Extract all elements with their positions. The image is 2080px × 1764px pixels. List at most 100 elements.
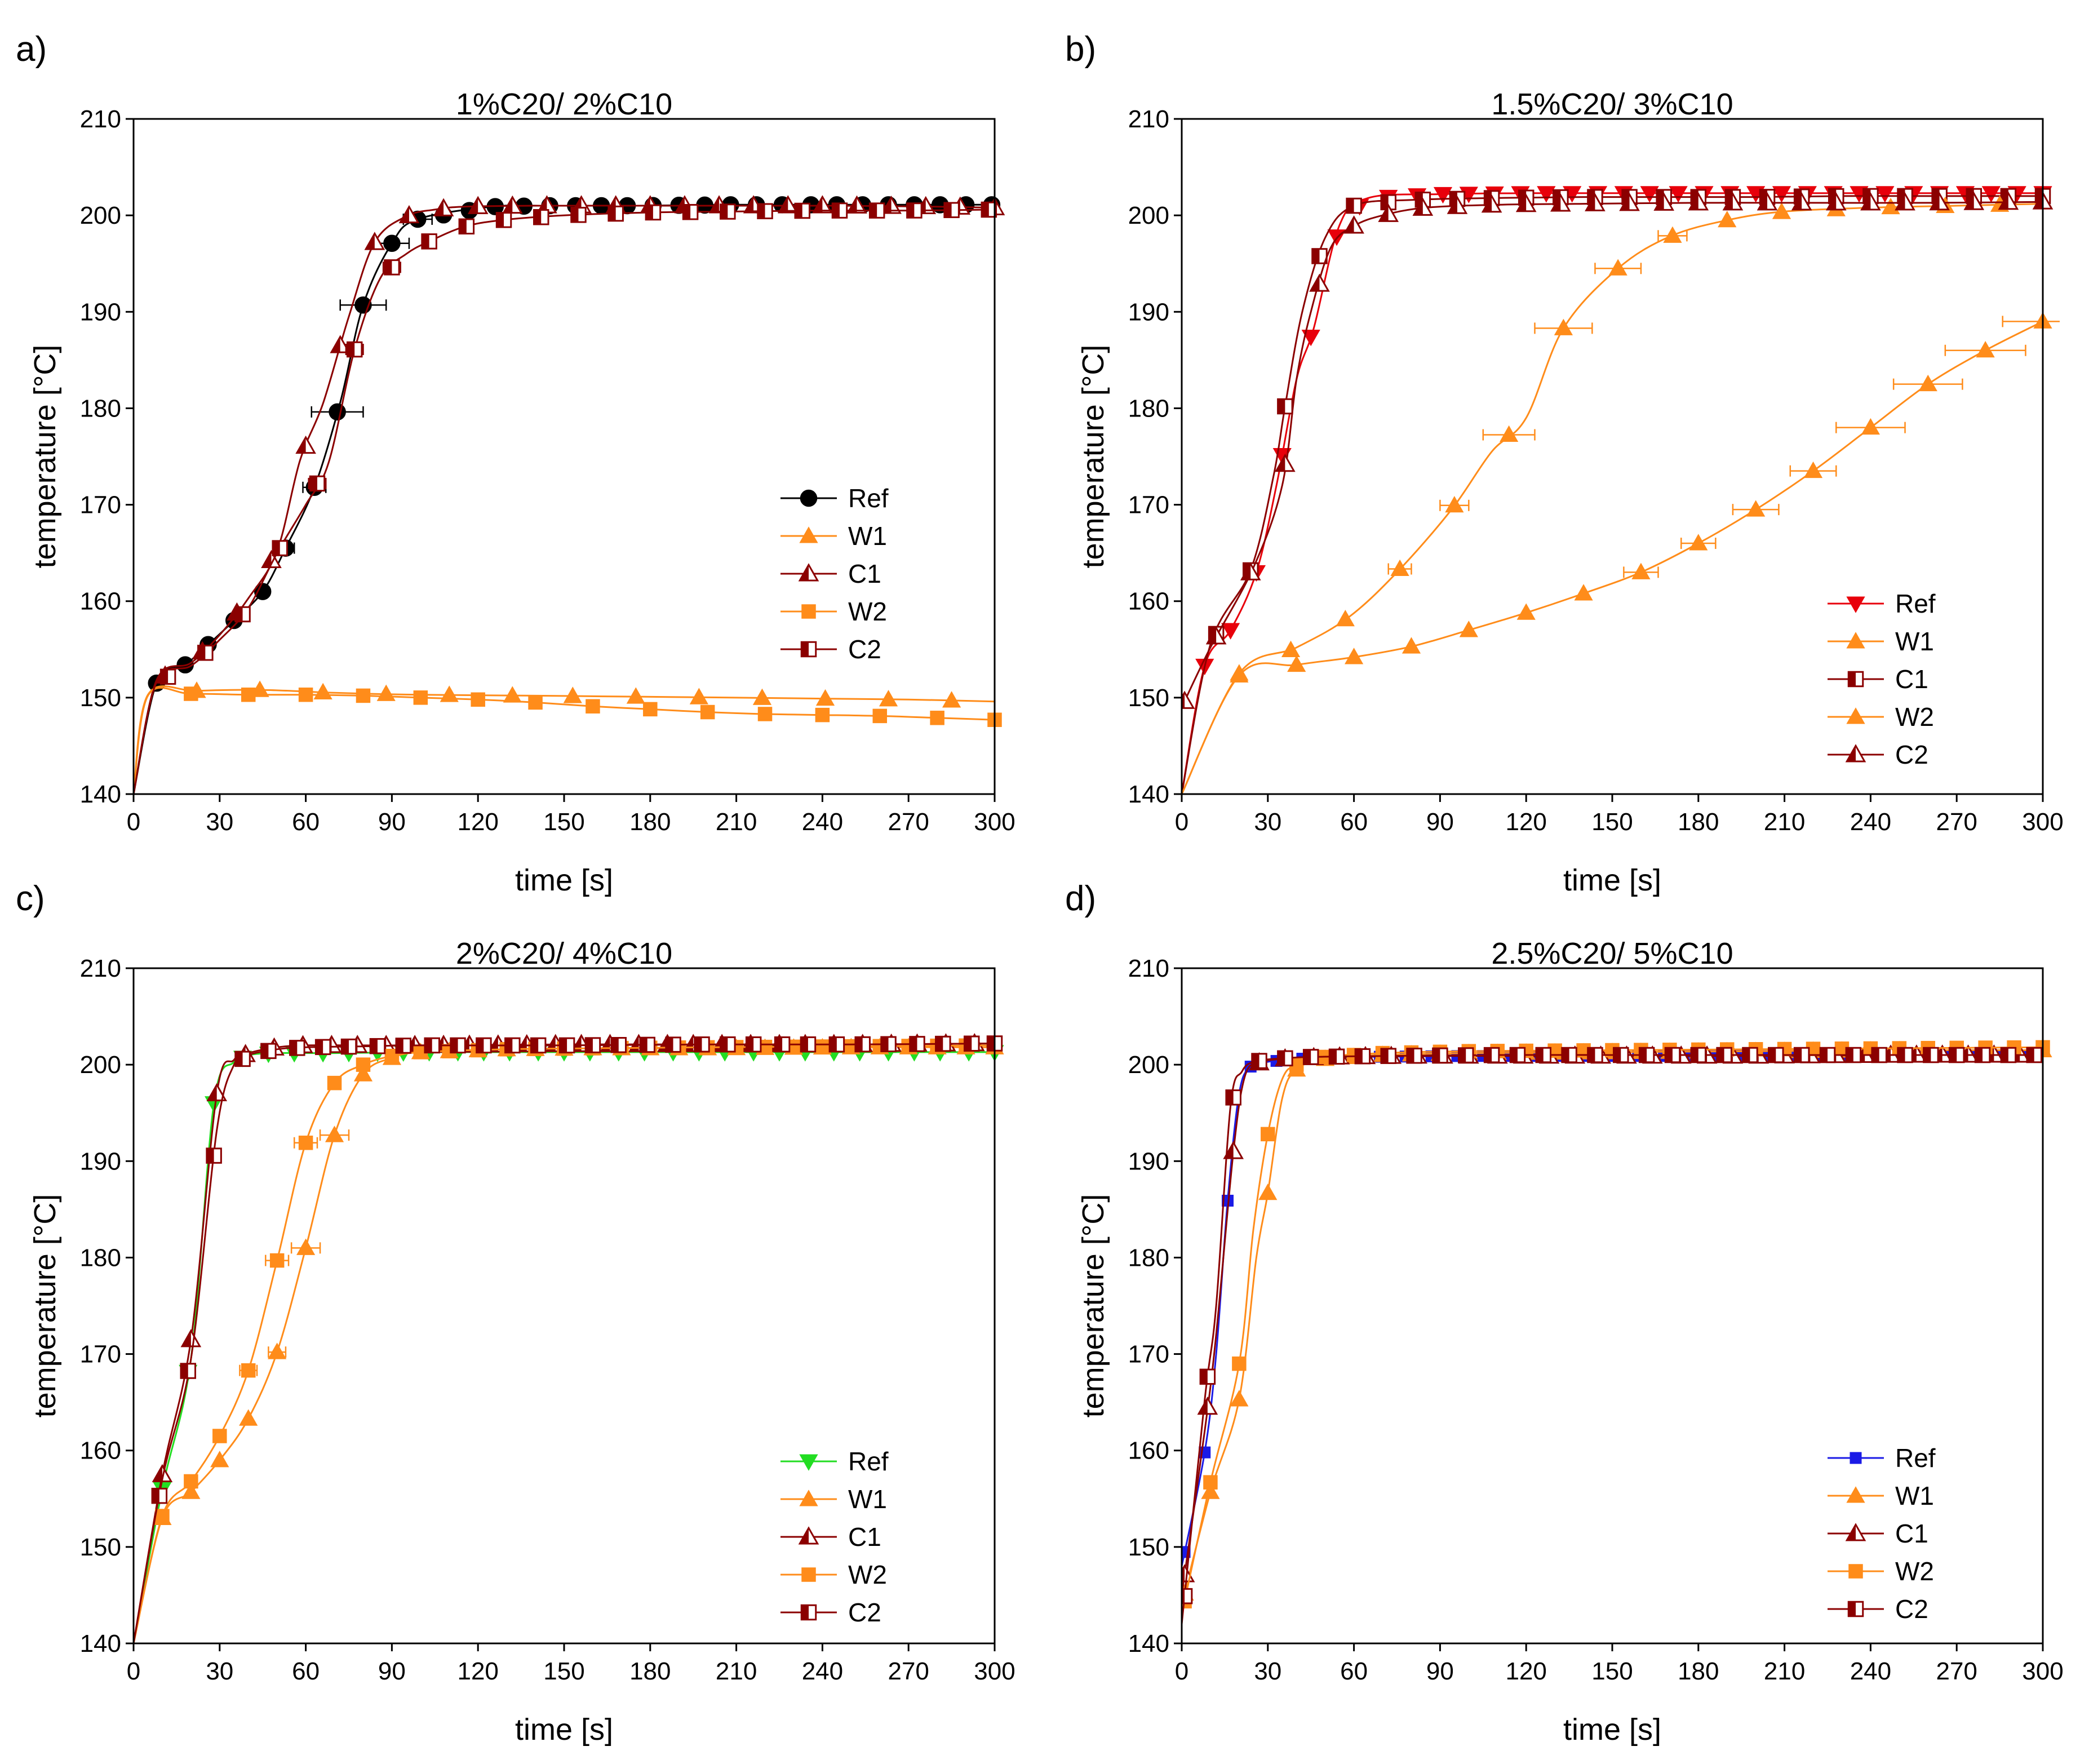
legend-label-ref: Ref bbox=[848, 1447, 889, 1476]
data-point-c2 bbox=[2000, 1047, 2017, 1063]
data-point-w1 bbox=[1803, 461, 1823, 478]
x-tick-label: 210 bbox=[716, 808, 757, 836]
data-point-c1-fill bbox=[503, 197, 513, 213]
legend-label-c2: C2 bbox=[848, 1598, 881, 1627]
legend-marker-c2 bbox=[1847, 1601, 1864, 1617]
data-point-c2 bbox=[1929, 192, 1950, 211]
data-point-c2 bbox=[1205, 626, 1227, 645]
data-point-c2 bbox=[1412, 197, 1434, 216]
data-point-c2 bbox=[1225, 1089, 1241, 1106]
data-point-c1-fill bbox=[469, 197, 478, 214]
data-point-c2-fill bbox=[384, 260, 392, 275]
data-point-c1 bbox=[846, 195, 867, 214]
y-tick-label: 150 bbox=[80, 1533, 121, 1561]
data-point-w1 bbox=[563, 686, 582, 703]
data-point-c1 bbox=[261, 549, 282, 568]
data-point-c2-fill bbox=[534, 210, 542, 225]
data-point-w1 bbox=[1861, 418, 1881, 435]
panel-label: b) bbox=[1065, 30, 1096, 69]
series-line-c1 bbox=[1182, 1054, 2043, 1595]
data-point-c2-fill bbox=[611, 1038, 619, 1053]
data-point-c2 bbox=[1619, 193, 1640, 211]
data-point-w2 bbox=[528, 695, 543, 710]
legend-marker-w2 bbox=[1848, 1564, 1863, 1579]
legend-marker-c2 bbox=[800, 641, 817, 658]
data-point-c1-fill bbox=[182, 1331, 191, 1346]
x-tick-label: 120 bbox=[1505, 1657, 1546, 1685]
data-point-c2 bbox=[1845, 1047, 1862, 1063]
data-point-c2-fill bbox=[1965, 193, 1974, 210]
data-point-w1 bbox=[1574, 584, 1593, 601]
data-point-w2 bbox=[815, 707, 830, 723]
data-point-c2 bbox=[2026, 1047, 2042, 1063]
x-tick-label: 270 bbox=[888, 808, 929, 836]
data-point-c1-fill bbox=[207, 1084, 217, 1101]
data-point-c2-fill bbox=[1793, 194, 1802, 210]
data-point-w1 bbox=[210, 1451, 229, 1468]
data-point-c1 bbox=[398, 205, 420, 224]
data-point-c2-fill bbox=[424, 1038, 432, 1053]
data-point-c2 bbox=[1380, 1048, 1396, 1064]
legend-marker-w1 bbox=[1846, 632, 1865, 649]
data-point-w2 bbox=[1336, 609, 1355, 627]
data-point-c2-fill bbox=[1200, 1369, 1208, 1384]
data-point-w1 bbox=[268, 1342, 287, 1359]
legend-marker-c1-fill bbox=[1847, 1524, 1856, 1540]
data-point-w2 bbox=[1608, 259, 1627, 276]
data-point-w2 bbox=[471, 692, 485, 707]
data-point-c2 bbox=[570, 207, 587, 223]
data-point-c2 bbox=[1483, 1047, 1500, 1063]
data-point-c2 bbox=[906, 202, 923, 219]
data-point-w1 bbox=[181, 1482, 201, 1499]
data-point-c2-fill bbox=[1758, 194, 1768, 210]
y-tick-label: 190 bbox=[1128, 1147, 1169, 1175]
data-point-c2 bbox=[639, 1036, 655, 1053]
data-point-c2 bbox=[159, 668, 176, 685]
data-point-ref bbox=[329, 403, 346, 421]
data-point-w2 bbox=[872, 708, 888, 724]
data-point-c2 bbox=[504, 1037, 521, 1054]
data-point-w2 bbox=[298, 687, 313, 702]
data-point-w2 bbox=[1230, 664, 1249, 681]
data-point-c2-fill bbox=[1794, 1048, 1802, 1062]
series-line-w1 bbox=[1182, 321, 2043, 794]
series-line-w2 bbox=[134, 686, 995, 794]
x-tick-label: 60 bbox=[1340, 808, 1368, 836]
data-point-w2 bbox=[356, 688, 371, 703]
x-tick-label: 120 bbox=[457, 1657, 498, 1685]
y-tick-label: 150 bbox=[1128, 1533, 1169, 1561]
data-point-c2-fill bbox=[646, 205, 653, 220]
data-point-c2 bbox=[369, 1038, 386, 1054]
data-point-c2 bbox=[1406, 1048, 1422, 1064]
data-point-c2-fill bbox=[1303, 1049, 1311, 1065]
data-point-w2 bbox=[269, 1253, 285, 1268]
data-point-c2-fill bbox=[560, 1038, 567, 1053]
y-tick-label: 190 bbox=[1128, 298, 1169, 326]
data-point-c2 bbox=[610, 1037, 627, 1053]
data-point-c2-fill bbox=[206, 1148, 214, 1163]
y-tick-label: 200 bbox=[1128, 202, 1169, 229]
data-point-w1 bbox=[626, 687, 645, 704]
data-point-c2-fill bbox=[586, 1038, 593, 1053]
data-point-c2-fill bbox=[881, 1037, 889, 1052]
data-point-w2 bbox=[1390, 559, 1409, 577]
x-tick-label: 0 bbox=[127, 808, 140, 836]
series-line-c2 bbox=[134, 1043, 995, 1643]
data-point-c2-fill bbox=[450, 1038, 458, 1053]
data-point-c2-fill bbox=[531, 1038, 539, 1053]
data-point-c2 bbox=[1791, 192, 1812, 211]
y-axis-title: temperature [°C] bbox=[28, 345, 62, 569]
legend-label-c1: C1 bbox=[1895, 664, 1928, 694]
data-point-c2-fill bbox=[181, 1363, 188, 1379]
data-point-c2-fill bbox=[422, 234, 429, 249]
data-point-c2 bbox=[458, 218, 475, 235]
x-tick-label: 240 bbox=[802, 1657, 843, 1685]
data-point-c2-fill bbox=[1665, 1048, 1673, 1062]
legend-marker-c1-fill bbox=[800, 565, 809, 580]
data-point-c1 bbox=[330, 335, 351, 353]
legend-marker-c1-fill bbox=[800, 1528, 809, 1544]
data-point-c1 bbox=[502, 195, 523, 214]
data-point-c2-fill bbox=[666, 1037, 673, 1052]
x-tick-label: 150 bbox=[543, 808, 584, 836]
y-tick-label: 170 bbox=[80, 1341, 121, 1368]
